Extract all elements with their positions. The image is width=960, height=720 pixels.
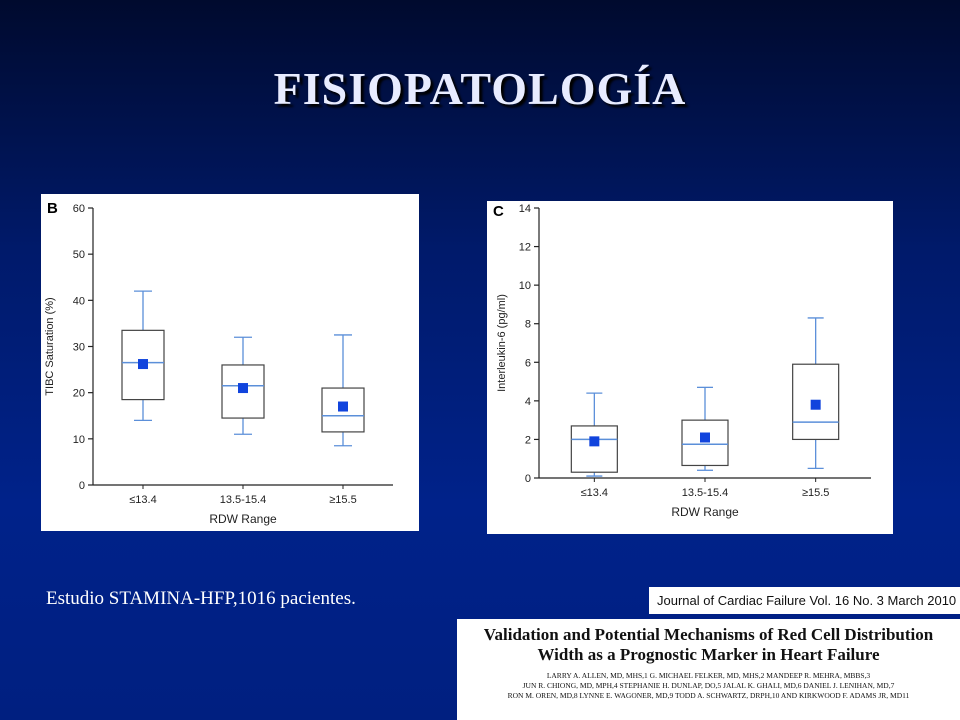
x-tick-label: 13.5-15.4 (682, 487, 728, 499)
chart-b-svg: B 0 10 20 30 40 50 60 TIBC Saturation (%) RDW Ran… (44, 200, 393, 526)
y-tick-label: 4 (525, 396, 531, 408)
mean-marker (810, 399, 821, 410)
iqr-box (681, 419, 729, 467)
paper-authors-line1: Larry A. Allen, MD, MHS,1 G. Michael Fel… (546, 671, 871, 680)
x-tick-label: 13.5-15.4 (220, 494, 266, 506)
x-tick-label: ≥15.5 (802, 487, 829, 499)
paper-title: Validation and Potential Mechanisms of R… (457, 625, 960, 665)
x-tick-label: ≥15.5 (329, 494, 356, 506)
x-axis-label: RDW Range (209, 512, 277, 526)
y-tick-label: 30 (73, 342, 85, 354)
y-tick-label: 8 (525, 319, 531, 331)
y-tick-label: 0 (525, 473, 531, 485)
chart-panel-b: B 0 10 20 30 40 50 60 TIBC Saturation (%) RDW Ran… (41, 194, 419, 531)
iqr-box (121, 329, 165, 401)
y-tick-label: 20 (73, 388, 85, 400)
x-axis-label: RDW Range (671, 505, 739, 519)
iqr-box (221, 364, 265, 419)
iqr-box (792, 363, 840, 441)
mean-marker (238, 383, 248, 394)
y-tick-label: 0 (79, 480, 85, 492)
panel-label: C (493, 203, 504, 220)
study-caption: Estudio STAMINA-HFP,1016 pacientes. (46, 588, 356, 609)
y-tick-label: 50 (73, 249, 85, 261)
iqr-box (321, 387, 365, 433)
panel-label: B (47, 200, 58, 217)
paper-authors-line2: Jun R. Chiong, MD, MPH,4 Stephanie H. Du… (522, 681, 895, 690)
paper-title-line1: Validation and Potential Mechanisms of R… (483, 625, 934, 644)
y-tick-label: 60 (73, 203, 85, 215)
paper-authors-line3: Ron M. Oren, MD,8 Lynne E. Wagoner, MD,9… (507, 691, 910, 700)
y-tick-label: 12 (519, 242, 531, 254)
y-axis-label: Interleukin-6 (pg/ml) (496, 294, 508, 392)
chart-panel-c: C 0 2 4 6 8 10 12 14 Interleukin-6 (pg/ml) RDW Ran… (487, 201, 893, 534)
y-tick-label: 10 (519, 280, 531, 292)
journal-citation: Journal of Cardiac Failure Vol. 16 No. 3… (649, 587, 960, 614)
mean-marker (138, 359, 148, 370)
x-tick-label: ≤13.4 (129, 494, 156, 506)
y-tick-label: 40 (73, 295, 85, 307)
y-tick-label: 14 (519, 203, 531, 215)
iqr-box (570, 425, 618, 473)
x-tick-label: ≤13.4 (581, 487, 608, 499)
y-tick-label: 2 (525, 434, 531, 446)
mean-marker (589, 436, 600, 447)
paper-authors: Larry A. Allen, MD, MHS,1 G. Michael Fel… (457, 671, 960, 701)
paper-title-line2: Width as a Prognostic Marker in Heart Fa… (537, 645, 880, 664)
chart-c-svg: C 0 2 4 6 8 10 12 14 Interleukin-6 (pg/ml) RDW Ran… (493, 203, 871, 519)
y-axis-label: TIBC Saturation (%) (44, 297, 56, 395)
mean-marker (700, 432, 710, 443)
y-tick-label: 10 (73, 434, 85, 446)
paper-header: Validation and Potential Mechanisms of R… (457, 619, 960, 720)
slide-title: FISIOPATOLOGÍA (273, 63, 687, 114)
y-tick-label: 6 (525, 357, 531, 369)
mean-marker (338, 401, 348, 412)
